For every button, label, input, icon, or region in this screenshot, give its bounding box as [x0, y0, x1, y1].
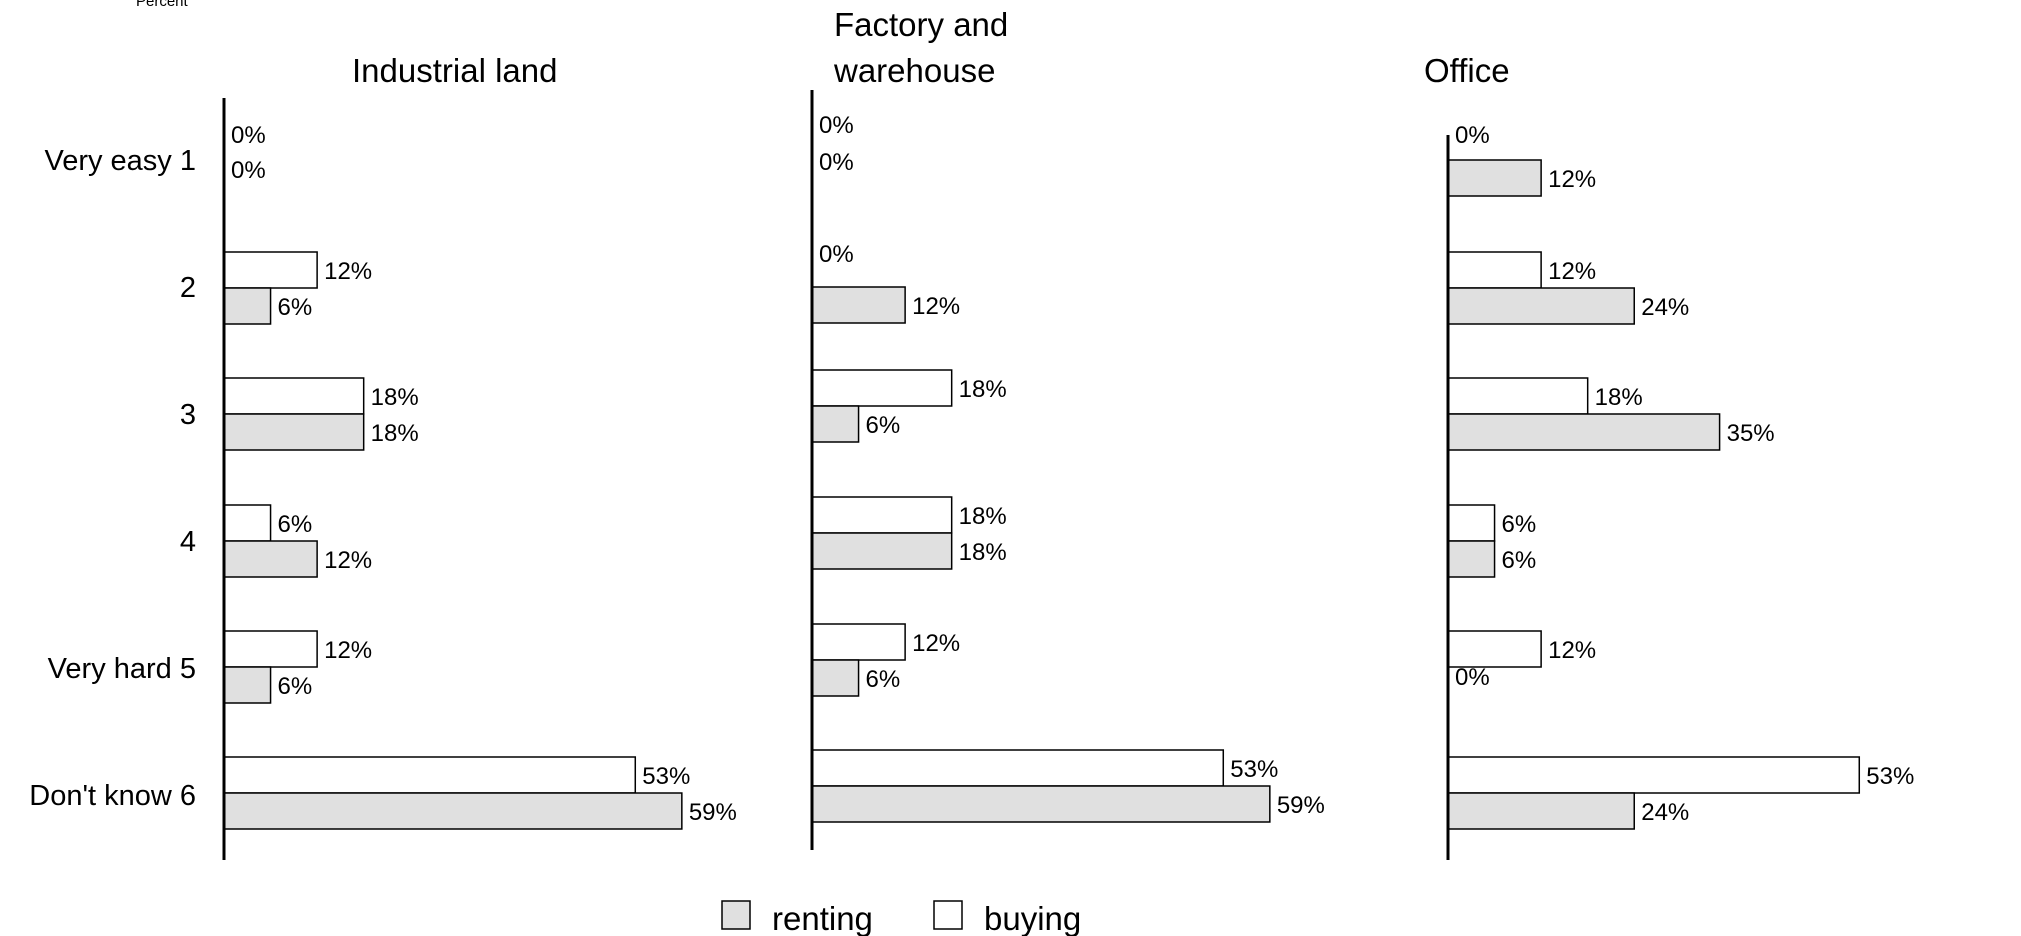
panel-title: Industrial land	[352, 52, 557, 89]
bar-buying	[1447, 756, 1861, 794]
data-label: 0%	[231, 157, 266, 184]
data-label: 6%	[866, 412, 901, 439]
bar-buying	[223, 630, 318, 668]
data-label: 6%	[278, 511, 313, 538]
data-label: 6%	[1502, 511, 1537, 538]
bar-renting	[811, 659, 860, 697]
data-label: 12%	[1548, 258, 1596, 285]
data-label: 0%	[1455, 664, 1490, 691]
bar-renting	[1447, 287, 1635, 325]
data-label: 12%	[912, 630, 960, 657]
bar-buying	[811, 369, 953, 407]
legend-swatch-buying	[933, 900, 963, 930]
data-label: 12%	[324, 258, 372, 285]
chart-panel: Office 0% 12% 12% 24% 18% 35% 6% 6% 12% 0% 53% 24%	[1424, 52, 1914, 860]
bar-renting	[811, 286, 906, 324]
data-label: 53%	[642, 763, 690, 790]
panel-title: Office	[1424, 52, 1510, 89]
bar-buying	[1447, 251, 1542, 289]
category-label: Very easy 1	[44, 145, 196, 177]
category-label: 4	[180, 526, 196, 558]
category-label: Don't know 6	[29, 780, 196, 812]
category-labels: Very easy 1 2 3 4 Very hard 5 Don't know 6	[29, 145, 196, 812]
bar-buying	[223, 504, 272, 542]
data-label: 6%	[866, 666, 901, 693]
data-label: 18%	[959, 376, 1007, 403]
bar-buying	[1447, 504, 1496, 542]
data-label: 18%	[371, 384, 419, 411]
chart-panels: Industrial land 0% 0% 12% 6% 18% 18% 6% 12% 12% 6%…	[222, 6, 1914, 860]
data-label: 24%	[1641, 294, 1689, 321]
category-label: 3	[180, 399, 196, 431]
data-label: 0%	[231, 122, 266, 149]
chart-panel: Factory and warehouse 0% 0% 0% 12% 18% 6% 18% 18%…	[810, 6, 1325, 850]
bar-buying	[1447, 630, 1542, 668]
data-label: 6%	[1502, 547, 1537, 574]
data-label: 0%	[819, 112, 854, 139]
data-label: 0%	[819, 149, 854, 176]
data-label: 0%	[1455, 122, 1490, 149]
bar-buying	[811, 749, 1225, 787]
data-label: 6%	[278, 294, 313, 321]
data-label: 12%	[912, 293, 960, 320]
data-label: 12%	[324, 547, 372, 574]
data-label: 59%	[689, 799, 737, 826]
bar-renting	[811, 785, 1271, 823]
bar-buying	[811, 623, 906, 661]
bar-renting	[223, 666, 272, 704]
legend-label: buying	[984, 900, 1081, 936]
data-label: 18%	[959, 503, 1007, 530]
panel-title: warehouse	[833, 52, 995, 89]
data-label: 53%	[1230, 756, 1278, 783]
category-label: 2	[180, 272, 196, 304]
panel-title: Factory and	[834, 6, 1008, 43]
data-label: 12%	[324, 637, 372, 664]
data-label: 24%	[1641, 799, 1689, 826]
chart-panel: Industrial land 0% 0% 12% 6% 18% 18% 6% 12% 12% 6%…	[222, 52, 737, 860]
data-label: 35%	[1727, 420, 1775, 447]
bar-renting	[811, 532, 953, 570]
bar-renting	[223, 413, 365, 451]
data-label: 0%	[819, 241, 854, 268]
category-label: Very hard 5	[48, 653, 196, 685]
legend-swatch-renting	[721, 900, 751, 930]
data-label: 6%	[278, 673, 313, 700]
data-label: 12%	[1548, 166, 1596, 193]
bar-renting	[223, 540, 318, 578]
bar-renting	[1447, 792, 1635, 830]
unit-label: Percent	[136, 0, 189, 10]
legend: renting buying	[721, 900, 1081, 936]
data-label: 18%	[1595, 384, 1643, 411]
bar-buying	[223, 251, 318, 289]
data-label: 18%	[959, 539, 1007, 566]
bar-buying	[223, 377, 365, 415]
data-label: 18%	[371, 420, 419, 447]
bar-renting	[1447, 413, 1721, 451]
bar-buying	[223, 756, 637, 794]
bar-renting	[223, 287, 272, 325]
bar-renting	[811, 405, 860, 443]
data-label: 53%	[1866, 763, 1914, 790]
bar-renting	[1447, 159, 1542, 197]
legend-label: renting	[772, 900, 873, 936]
bar-renting	[223, 792, 683, 830]
data-label: 59%	[1277, 792, 1325, 819]
data-label: 12%	[1548, 637, 1596, 664]
bar-renting	[1447, 540, 1496, 578]
bar-buying	[811, 496, 953, 534]
bar-buying	[1447, 377, 1589, 415]
